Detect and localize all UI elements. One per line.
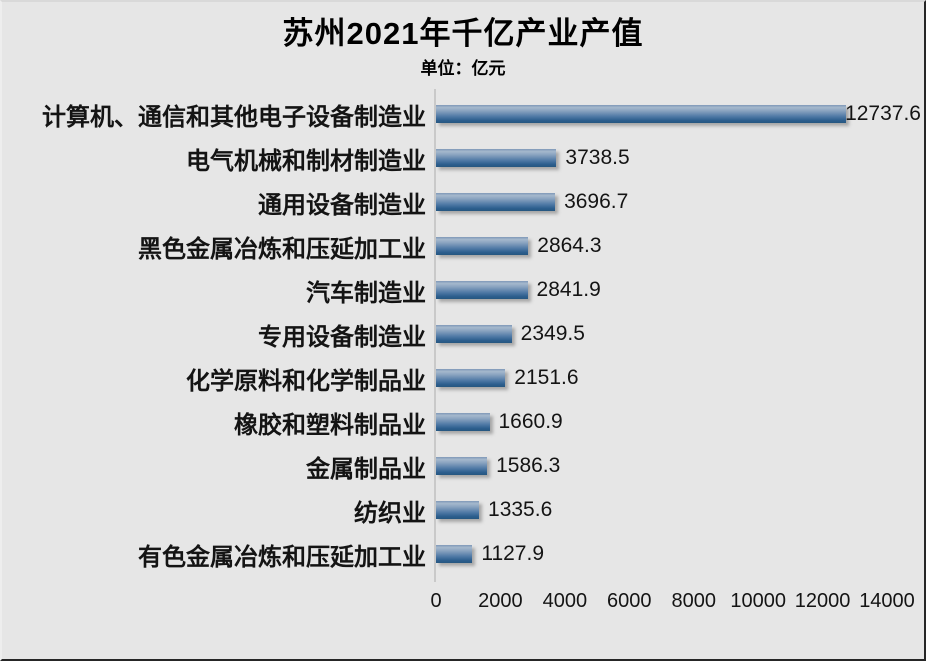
bar-row: 电气机械和制材制造业 3738.5 <box>2 136 924 180</box>
bar <box>436 413 490 432</box>
x-tick-label: 0 <box>430 590 442 613</box>
category-label: 计算机、通信和其他电子设备制造业 <box>42 103 426 131</box>
plot-area: 1335.6 <box>436 488 924 532</box>
category-label: 有色金属冶炼和压延加工业 <box>138 543 426 571</box>
bar-rows: 计算机、通信和其他电子设备制造业 12737.6 电气机械和制材制造业 3738… <box>2 92 924 576</box>
bar-track <box>436 369 887 388</box>
value-label: 1127.9 <box>481 542 544 566</box>
x-tick-label: 2000 <box>478 590 523 613</box>
value-label: 1586.3 <box>496 454 561 478</box>
plot-area: 2151.6 <box>436 356 924 400</box>
plot-area: 1127.9 <box>436 532 924 576</box>
bar-chart: 计算机、通信和其他电子设备制造业 12737.6 电气机械和制材制造业 3738… <box>2 89 924 583</box>
plot-area: 2864.3 <box>436 224 924 268</box>
category-label: 金属制品业 <box>306 455 426 483</box>
category-label: 纺织业 <box>354 499 426 527</box>
bar-row: 橡胶和塑料制品业 1660.9 <box>2 400 924 444</box>
plot-area: 3738.5 <box>436 136 924 180</box>
bar-track <box>436 105 887 124</box>
bar <box>436 325 512 344</box>
bar-track <box>436 237 887 256</box>
bar <box>436 457 488 476</box>
category-label: 通用设备制造业 <box>258 191 426 219</box>
chart-title: 苏州2021年千亿产业产值 <box>282 16 644 51</box>
plot-area: 3696.7 <box>436 180 924 224</box>
value-label: 3738.5 <box>565 146 630 170</box>
category-label: 电气机械和制材制造业 <box>186 147 426 175</box>
chart-header: 苏州2021年千亿产业产值 单位：亿元 <box>2 2 924 79</box>
bar-track <box>436 325 887 344</box>
bar <box>436 281 528 300</box>
plot-area: 1660.9 <box>436 400 924 444</box>
bar-track <box>436 457 887 476</box>
category-label: 黑色金属冶炼和压延加工业 <box>138 235 426 263</box>
x-axis: 0 2000 4000 6000 8000 10000 12000 14000 <box>2 590 924 618</box>
bar-track <box>436 413 887 432</box>
value-label: 12737.6 <box>845 102 921 126</box>
bar <box>436 149 557 168</box>
x-tick-label: 10000 <box>730 590 786 613</box>
bar-row: 金属制品业 1586.3 <box>2 444 924 488</box>
bar-row: 黑色金属冶炼和压延加工业 2864.3 <box>2 224 924 268</box>
category-label: 汽车制造业 <box>306 279 426 307</box>
bar-row: 有色金属冶炼和压延加工业 1127.9 <box>2 532 924 576</box>
bar-track <box>436 501 887 520</box>
category-label: 化学原料和化学制品业 <box>186 367 426 395</box>
plot-area: 12737.6 <box>436 92 924 136</box>
plot-area: 1586.3 <box>436 444 924 488</box>
y-axis-line <box>434 89 436 583</box>
bar <box>436 105 847 124</box>
bar-row: 专用设备制造业 2349.5 <box>2 312 924 356</box>
value-label: 2151.6 <box>514 366 579 390</box>
bar-row: 计算机、通信和其他电子设备制造业 12737.6 <box>2 92 924 136</box>
plot-area: 2841.9 <box>436 268 924 312</box>
bar <box>436 501 480 520</box>
category-label: 橡胶和塑料制品业 <box>234 411 426 439</box>
x-axis-ticks: 0 2000 4000 6000 8000 10000 12000 14000 <box>430 590 914 618</box>
bar <box>436 369 506 388</box>
value-label: 3696.7 <box>564 190 629 214</box>
bar-row: 化学原料和化学制品业 2151.6 <box>2 356 924 400</box>
x-tick-label: 12000 <box>794 590 851 613</box>
plot-area: 2349.5 <box>436 312 924 356</box>
bar-track <box>436 545 887 564</box>
x-tick-label: 4000 <box>542 590 588 613</box>
bar-track <box>436 149 887 168</box>
x-tick-label: 8000 <box>671 590 716 613</box>
unit-label: 单位：亿元 <box>420 59 506 79</box>
axis-spacer <box>2 590 436 618</box>
x-tick-label: 6000 <box>607 590 652 613</box>
bar-track <box>436 281 887 300</box>
bar-track <box>436 193 887 212</box>
bar <box>436 193 556 212</box>
value-label: 2349.5 <box>520 322 585 346</box>
category-label: 专用设备制造业 <box>258 323 426 351</box>
value-label: 1335.6 <box>488 498 553 522</box>
value-label: 1660.9 <box>498 410 563 434</box>
x-tick-label: 14000 <box>859 590 915 613</box>
bar <box>436 545 473 564</box>
bar <box>436 237 529 256</box>
bar-row: 通用设备制造业 3696.7 <box>2 180 924 224</box>
bar-row: 纺织业 1335.6 <box>2 488 924 532</box>
value-label: 2864.3 <box>537 234 602 258</box>
bar-row: 汽车制造业 2841.9 <box>2 268 924 312</box>
value-label: 2841.9 <box>536 278 601 302</box>
